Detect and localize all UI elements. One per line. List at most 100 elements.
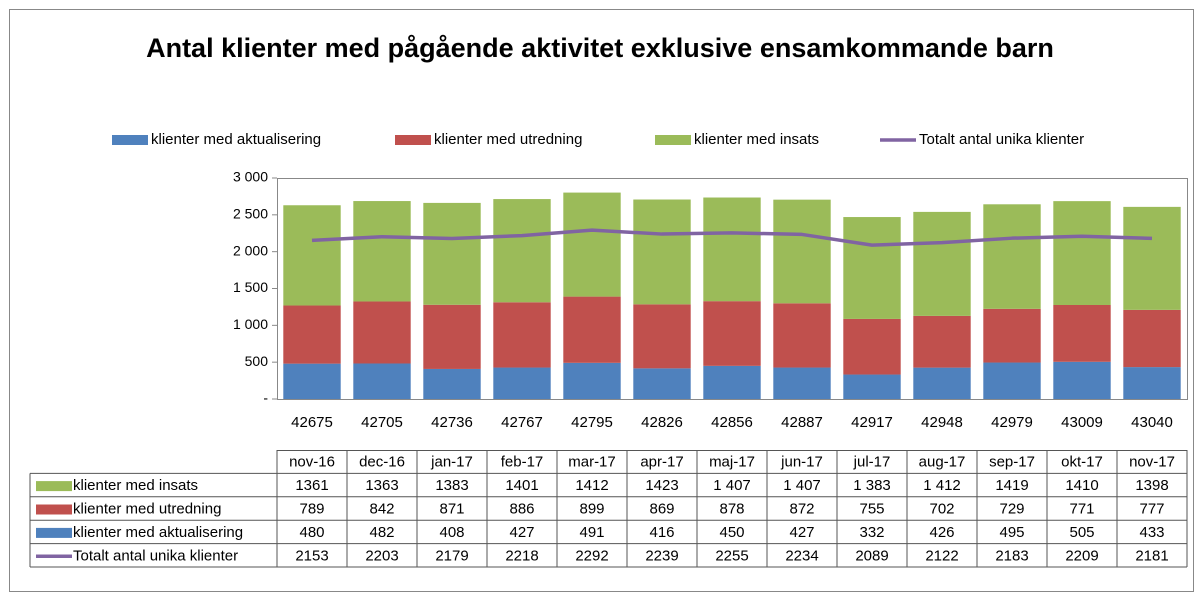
bar-segment: [493, 302, 551, 368]
bar-segment: [703, 301, 761, 366]
bar-segment: [983, 308, 1041, 363]
x-tick-label: 42767: [501, 414, 543, 431]
bar-segment: [633, 304, 691, 369]
table-cell: 1 407: [783, 477, 821, 494]
bar-segment: [353, 363, 411, 399]
table-cell: 1361: [295, 477, 328, 494]
table-cell: 842: [369, 500, 394, 517]
table-cell: 1401: [505, 477, 538, 494]
line-series: [311, 228, 1153, 247]
table-cell: 450: [719, 524, 744, 541]
x-tick-label: 42979: [991, 414, 1033, 431]
bar-segment: [493, 367, 551, 399]
legend-key: [655, 135, 691, 145]
table-row-label: Totalt antal unika klienter: [73, 547, 238, 564]
bar-segment: [1123, 367, 1181, 399]
x-tick-label: 42917: [851, 414, 893, 431]
table-cell: 482: [369, 524, 394, 541]
y-tick-label: 500: [245, 353, 269, 369]
table-cell: 755: [859, 500, 884, 517]
x-tick-label: 42948: [921, 414, 963, 431]
bar-segment: [913, 367, 971, 399]
bar-segment: [633, 199, 691, 305]
bar-segment: [423, 202, 481, 305]
bar-segment: [843, 217, 901, 319]
bar-segment: [843, 374, 901, 399]
table-cell: 433: [1139, 524, 1164, 541]
bar-segment: [1123, 309, 1181, 368]
bar-segment: [283, 305, 341, 364]
bar-segment: [843, 318, 901, 375]
table-cell: 408: [439, 524, 464, 541]
table-cell: 729: [999, 500, 1024, 517]
bar-segment: [773, 303, 831, 368]
bar-segment: [1053, 201, 1111, 306]
table-legend-key: [36, 504, 72, 515]
table-cell: 2203: [365, 547, 398, 564]
table-cell: 899: [579, 500, 604, 517]
x-tick-label: 42795: [571, 414, 613, 431]
table-row-label: klienter med aktualisering: [73, 524, 243, 541]
bar-segment: [1123, 206, 1181, 310]
table-row-label: klienter med insats: [73, 477, 198, 494]
x-tick-label: 43040: [1131, 414, 1173, 431]
table-header: mar-17: [568, 454, 616, 471]
legend-key: [112, 135, 148, 145]
bar-segment: [913, 315, 971, 368]
table-cell: 2179: [435, 547, 468, 564]
bar-segment: [353, 201, 411, 302]
legend-label: klienter med insats: [694, 131, 819, 148]
y-tick-label: 2 500: [233, 206, 268, 222]
table-header: feb-17: [501, 454, 544, 471]
bar-segment: [563, 362, 621, 399]
table-cell: 2181: [1135, 547, 1168, 564]
legend-label: klienter med utredning: [434, 131, 582, 148]
x-tick-label: 42887: [781, 414, 823, 431]
table-cell: 416: [649, 524, 674, 541]
table-cell: 878: [719, 500, 744, 517]
chart-border: [9, 9, 1194, 592]
table-cell: 1398: [1135, 477, 1168, 494]
y-tick-label: 3 000: [233, 169, 268, 185]
table-cell: 1410: [1065, 477, 1098, 494]
table-cell: 771: [1069, 500, 1094, 517]
table-cell: 1 383: [853, 477, 891, 494]
table-cell: 886: [509, 500, 534, 517]
table-header: sep-17: [989, 454, 1035, 471]
bar-segment: [353, 301, 411, 364]
table-legend-key: [36, 527, 72, 538]
bar-segment: [493, 199, 551, 303]
table-cell: 1423: [645, 477, 678, 494]
table-cell: 2209: [1065, 547, 1098, 564]
table-cell: 1363: [365, 477, 398, 494]
bar-segment: [423, 304, 481, 369]
table-header: jun-17: [780, 454, 823, 471]
bar-segment: [773, 199, 831, 304]
table-cell: 2239: [645, 547, 678, 564]
x-tick-label: 42736: [431, 414, 473, 431]
table-legend-key: [36, 481, 72, 492]
x-tick-label: 43009: [1061, 414, 1103, 431]
table-cell: 1383: [435, 477, 468, 494]
table-cell: 2089: [855, 547, 888, 564]
y-tick-label: 2 000: [233, 242, 268, 258]
table-cell: 2153: [295, 547, 328, 564]
legend-label: klienter med aktualisering: [151, 131, 321, 148]
table-cell: 426: [929, 524, 954, 541]
table-cell: 1412: [575, 477, 608, 494]
table-cell: 789: [299, 500, 324, 517]
legend-label: Totalt antal unika klienter: [919, 131, 1084, 148]
table-cell: 1419: [995, 477, 1028, 494]
table-row-label: klienter med utredning: [73, 500, 221, 517]
bar-segment: [1053, 361, 1111, 399]
chart-title: Antal klienter med pågående aktivitet ex…: [146, 33, 1054, 63]
x-tick-label: 42705: [361, 414, 403, 431]
table-cell: 1 412: [923, 477, 961, 494]
bar-segment: [283, 363, 341, 399]
x-tick-label: 42675: [291, 414, 333, 431]
table-header: jan-17: [430, 454, 473, 471]
table-cell: 505: [1069, 524, 1094, 541]
table-cell: 777: [1139, 500, 1164, 517]
